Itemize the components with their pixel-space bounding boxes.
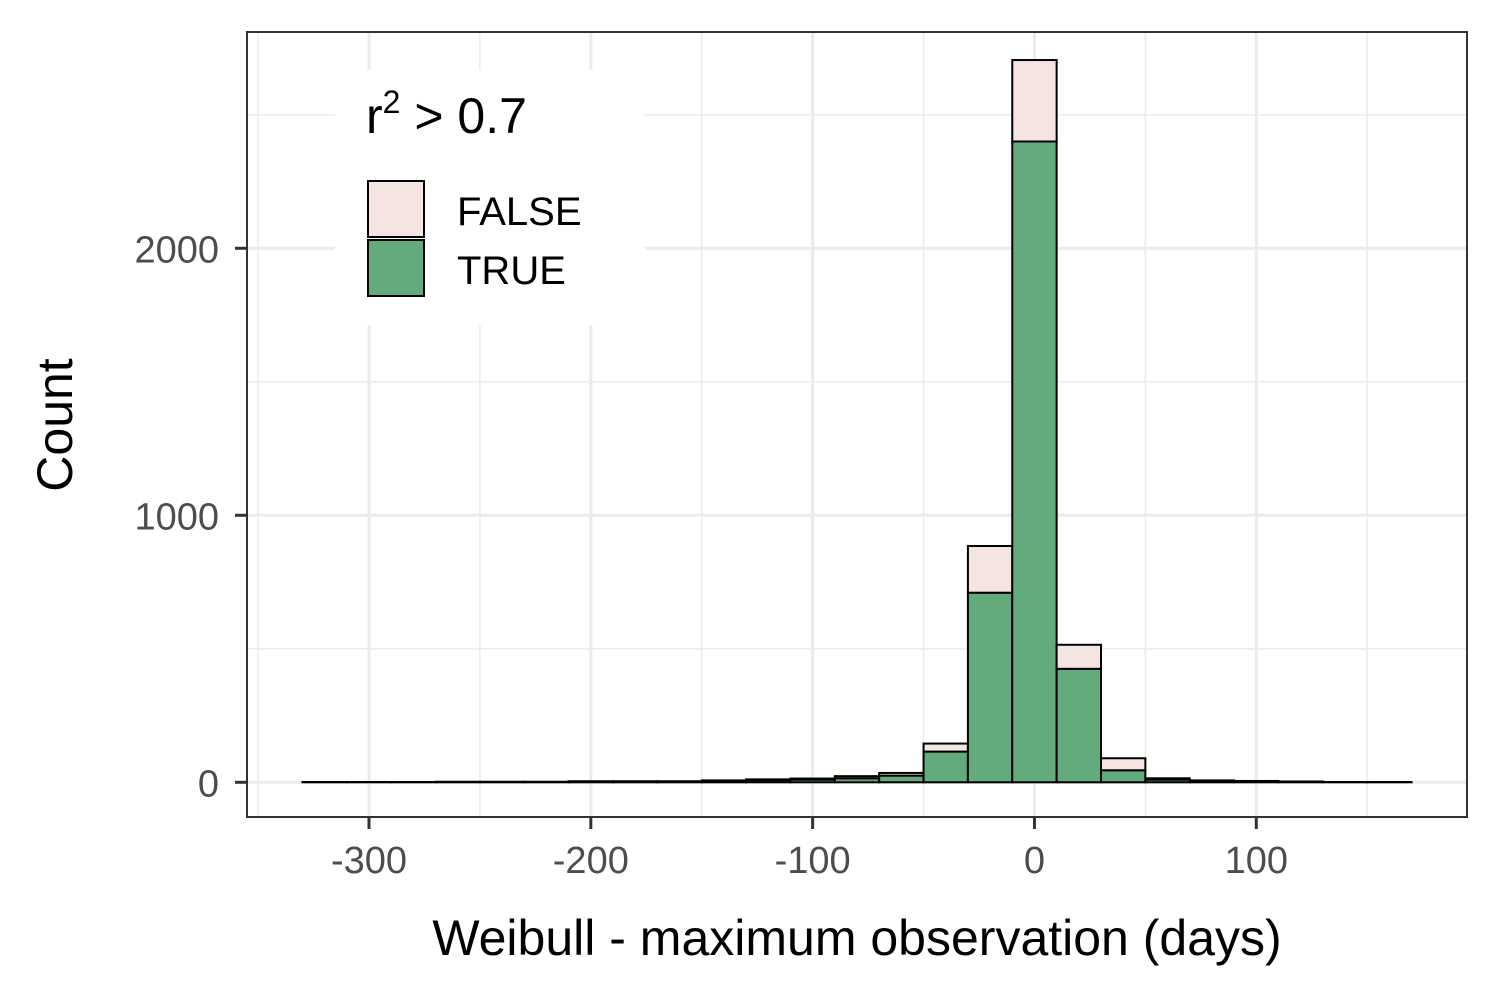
bars	[301, 59, 1413, 784]
bar-true	[1055, 667, 1102, 784]
bar-false	[745, 778, 792, 782]
x-axis-title: Weibull - maximum observation (days)	[432, 910, 1281, 966]
bar-true	[478, 780, 526, 784]
bar-false	[1100, 757, 1147, 772]
x-tick-label: -200	[553, 840, 629, 882]
bar-false	[922, 742, 969, 753]
bar-false	[833, 775, 881, 780]
y-axis-title: Count	[27, 358, 83, 492]
bar-false	[1011, 59, 1058, 143]
y-tick-label: 0	[198, 763, 219, 805]
bar-false	[1055, 643, 1102, 670]
legend-title-rest: > 0.7	[400, 88, 527, 144]
bar-true	[434, 780, 481, 784]
bar-true	[1011, 140, 1058, 784]
y-tick-label: 1000	[134, 496, 219, 538]
legend-title: r2 > 0.7	[366, 84, 527, 144]
legend-key-false	[367, 180, 425, 238]
x-tick-label: -300	[331, 840, 407, 882]
legend-key-true	[367, 239, 425, 297]
bar-true	[523, 780, 570, 784]
bar-false	[878, 771, 925, 777]
bar-false	[1188, 779, 1236, 782]
bar-true	[966, 591, 1014, 784]
y-tick-label: 2000	[134, 229, 219, 271]
x-tick-label: 0	[1024, 840, 1045, 882]
bar-false	[1144, 777, 1191, 781]
bar-true	[878, 774, 925, 784]
legend-label-false: FALSE	[457, 190, 582, 234]
bar-false	[700, 779, 748, 782]
x-axis: -300 -200 -100 0 100	[331, 817, 1288, 882]
panel-border	[246, 31, 1468, 818]
bar-true	[1100, 769, 1147, 784]
bar-true	[922, 750, 969, 784]
x-tick-label: -100	[775, 840, 851, 882]
legend-title-base: r	[366, 88, 383, 144]
legend-label-true: TRUE	[457, 249, 566, 293]
bar-false	[789, 777, 836, 781]
bar-false	[966, 544, 1014, 594]
legend: r2 > 0.7 FALSE TRUE	[335, 70, 645, 325]
x-tick-label: 100	[1225, 840, 1288, 882]
legend-title-superscript: 2	[383, 84, 401, 120]
y-axis: 0 1000 2000	[134, 229, 247, 805]
